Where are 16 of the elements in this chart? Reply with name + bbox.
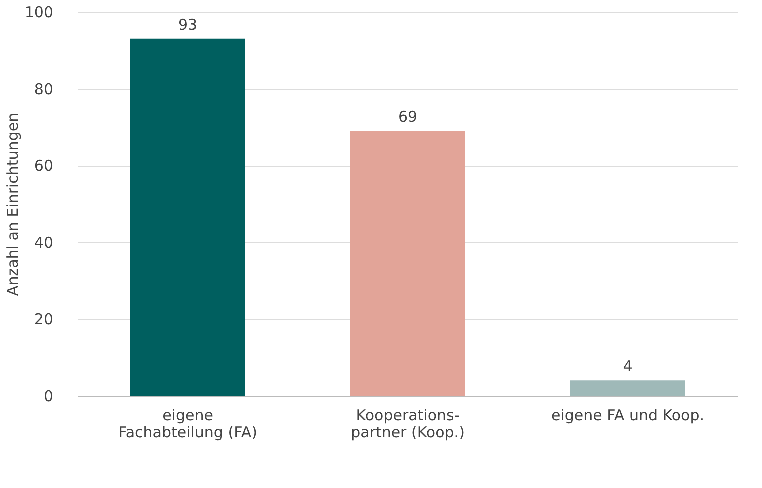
y-tick-label: 80 [34,80,54,98]
y-tick-label: 20 [34,310,54,329]
bar [130,38,246,396]
y-tick-label: 60 [34,157,54,176]
x-tick-label: eigene FA und Koop. [552,406,704,424]
data-label: 4 [623,358,633,376]
y-tick-label: 100 [24,4,54,22]
bar [570,380,686,396]
y-tick-label: 0 [44,388,54,406]
x-tick-label: Kooperations- partner (Koop.) [351,406,465,442]
y-axis-title: Anzahl an Einrichtungen [4,112,22,296]
bar [350,131,466,396]
y-tick-label: 40 [34,234,54,252]
data-label: 69 [398,108,418,126]
x-tick-label: eigene Fachabteilung (FA) [118,406,258,442]
data-label: 93 [178,16,198,34]
